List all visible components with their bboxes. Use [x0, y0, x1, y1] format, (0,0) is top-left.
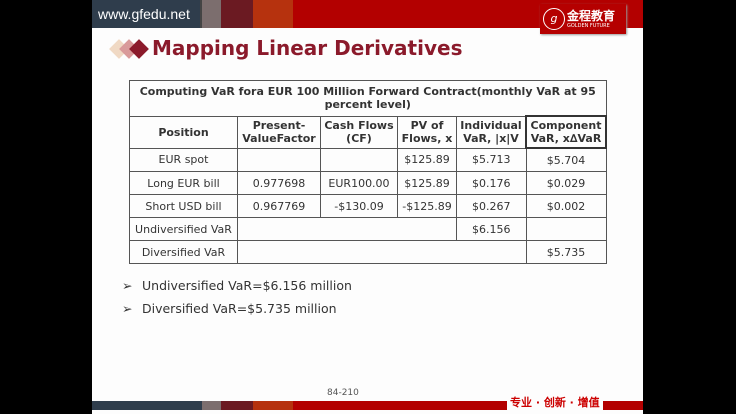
list-item: ➢ Undiversified VaR=$6.156 million	[122, 278, 352, 293]
cell: $5.704	[525, 147, 607, 172]
var-table: Computing VaR fora EUR 100 Million Forwa…	[129, 80, 607, 264]
cell: $0.029	[525, 171, 607, 195]
cell: Undiversified VaR	[129, 217, 238, 241]
logo-text: 金程教育	[567, 9, 616, 23]
cell: Short USD bill	[129, 194, 238, 218]
table-caption: Computing VaR fora EUR 100 Million Forwa…	[129, 80, 607, 117]
cell	[237, 147, 321, 172]
page-number: 84-210	[327, 388, 359, 398]
col-header: Component VaR, x∆VaR	[525, 115, 607, 149]
table-row: Long EUR bill 0.977698 EUR100.00 $125.89 $0.…	[129, 171, 607, 195]
list-item: ➢ Diversified VaR=$5.735 million	[122, 301, 352, 316]
logo-seal-icon: g	[543, 8, 565, 30]
cell: 0.977698	[237, 171, 321, 195]
cell: $125.89	[397, 147, 457, 172]
arrow-bullet-icon: ➢	[122, 301, 133, 316]
col-header: PV of Flows, x	[397, 115, 457, 149]
header-bar	[92, 0, 202, 28]
cell: -$125.89	[397, 194, 457, 218]
cell: $0.176	[456, 171, 527, 195]
footer-bar	[92, 401, 202, 410]
table-header: Position Present-ValueFactor Cash Flows …	[129, 115, 607, 149]
cell: $5.713	[456, 147, 527, 172]
cell: $0.267	[456, 194, 527, 218]
arrow-bullet-icon: ➢	[122, 278, 133, 293]
bullet-text: Diversified VaR=$5.735 million	[142, 301, 337, 316]
table-row: Short USD bill 0.967769 -$130.09 -$125.89 $0…	[129, 194, 607, 218]
site-url: www.gfedu.net	[98, 6, 190, 22]
cell: Diversified VaR	[129, 240, 238, 264]
cell: EUR spot	[129, 147, 238, 172]
logo-subtext: GOLDEN FUTURE	[567, 23, 610, 29]
cell: 0.967769	[237, 194, 321, 218]
col-header: Position	[129, 115, 238, 149]
cell: $125.89	[397, 171, 457, 195]
cell: $5.735	[525, 240, 607, 264]
cell	[320, 147, 398, 172]
slogan: 专业 · 创新 · 增值	[507, 394, 603, 410]
col-header: Cash Flows (CF)	[320, 115, 398, 149]
diversified-row: Diversified VaR $5.735	[129, 240, 607, 264]
cell: Long EUR bill	[129, 171, 238, 195]
col-header: Present-ValueFactor	[237, 115, 321, 149]
logo: g 金程教育 GOLDEN FUTURE	[540, 4, 626, 34]
table-row: EUR spot $125.89 $5.713 $5.704	[129, 147, 607, 172]
cell: EUR100.00	[320, 171, 398, 195]
bullet-text: Undiversified VaR=$6.156 million	[142, 278, 352, 293]
cell: $6.156	[456, 217, 527, 241]
slide: www.gfedu.net g 金程教育 GOLDEN FUTURE Mappi…	[92, 0, 643, 414]
page-title: Mapping Linear Derivatives	[152, 36, 463, 60]
cell: $0.002	[525, 194, 607, 218]
col-header: Individual VaR, |x|V	[456, 115, 527, 149]
cell: -$130.09	[320, 194, 398, 218]
undiversified-row: Undiversified VaR $6.156	[129, 217, 607, 241]
bullet-list: ➢ Undiversified VaR=$6.156 million ➢ Diver…	[122, 278, 352, 324]
